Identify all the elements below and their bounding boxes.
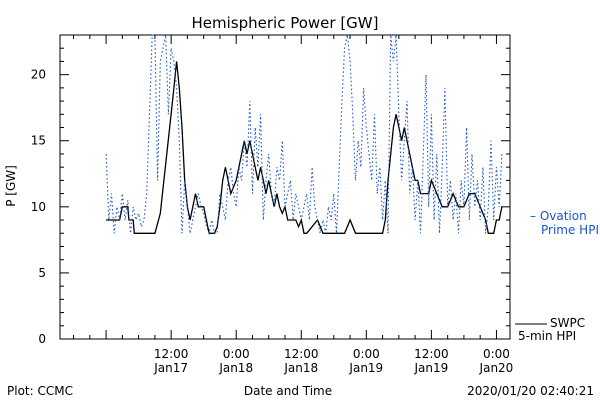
x-tick-label-date: Jan20: [479, 361, 514, 375]
y-tick-label: 15: [31, 134, 46, 148]
series-swpc-line: [106, 61, 503, 234]
x-tick-label-time: 12:00: [284, 347, 319, 361]
legend-ovation-line2: Prime HPI: [541, 223, 599, 237]
chart-title: Hemispheric Power [GW]: [192, 14, 379, 32]
x-tick-label-time: 12:00: [154, 347, 189, 361]
x-tick-label-time: 0:00: [223, 347, 250, 361]
legend-swpc-line2: 5-min HPI: [518, 329, 576, 343]
x-tick-label-date: Jan19: [348, 361, 383, 375]
y-tick-label: 20: [31, 68, 46, 82]
y-tick-label: 0: [38, 332, 46, 346]
x-tick-label-time: 12:00: [414, 347, 449, 361]
x-tick-label-date: Jan18: [218, 361, 253, 375]
legend-swpc-line1: SWPC: [550, 316, 585, 330]
plot-frame: [59, 34, 511, 340]
x-tick-label-date: Jan17: [153, 361, 188, 375]
x-tick-label-time: 0:00: [353, 347, 380, 361]
legend-ovation-line1: – Ovation: [530, 209, 587, 223]
x-tick-label-time: 0:00: [483, 347, 510, 361]
y-axis-label: P [GW]: [4, 165, 18, 207]
x-axis-label: Date and Time: [244, 384, 332, 398]
x-tick-label-date: Jan18: [283, 361, 318, 375]
series-ovation-line: [105, 34, 503, 236]
plot-area: 0510152012:00Jan170:00Jan1812:00Jan180:0…: [31, 34, 514, 375]
y-tick-label: 5: [38, 266, 46, 280]
x-tick-label-date: Jan19: [413, 361, 448, 375]
footer-plot-credit: Plot: CCMC: [7, 384, 73, 398]
y-tick-label: 10: [31, 200, 46, 214]
footer-timestamp: 2020/01/20 02:40:21: [467, 384, 594, 398]
